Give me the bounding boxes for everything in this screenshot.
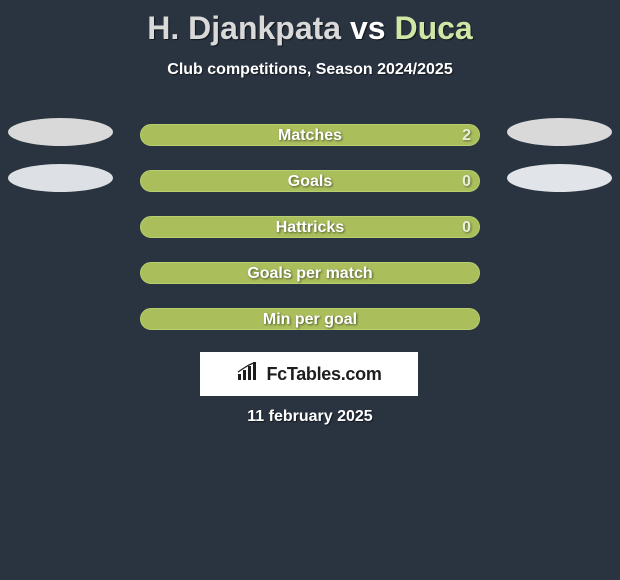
stat-bar: Hattricks 0 <box>140 216 480 238</box>
stat-row-hattricks: Hattricks 0 <box>0 210 620 256</box>
stat-row-goals: Goals 0 <box>0 164 620 210</box>
brand-logo-box: FcTables.com <box>200 352 418 396</box>
stat-label: Min per goal <box>141 311 479 329</box>
left-disc-icon <box>8 118 113 146</box>
left-disc-icon <box>8 164 113 192</box>
subtitle: Club competitions, Season 2024/2025 <box>0 61 620 79</box>
comparison-card: H. Djankpata vs Duca Club competitions, … <box>0 0 620 580</box>
chart-icon <box>236 362 260 387</box>
stat-row-min-per-goal: Min per goal <box>0 302 620 348</box>
player2-name: Duca <box>394 10 472 46</box>
right-disc-icon <box>507 118 612 146</box>
stat-label: Goals <box>141 173 479 191</box>
page-title: H. Djankpata vs Duca <box>0 0 620 47</box>
stat-value-right: 2 <box>462 127 471 145</box>
stat-bar: Goals per match <box>140 262 480 284</box>
stat-bar: Matches 2 <box>140 124 480 146</box>
brand-name: FcTables.com <box>266 364 381 385</box>
stat-value-right: 0 <box>462 173 471 191</box>
vs-text: vs <box>350 10 386 46</box>
stat-label: Hattricks <box>141 219 479 237</box>
stat-bar: Goals 0 <box>140 170 480 192</box>
date-label: 11 february 2025 <box>0 408 620 426</box>
stat-row-goals-per-match: Goals per match <box>0 256 620 302</box>
stat-bar: Min per goal <box>140 308 480 330</box>
stat-label: Goals per match <box>141 265 479 283</box>
stat-row-matches: Matches 2 <box>0 118 620 164</box>
stat-value-right: 0 <box>462 219 471 237</box>
stat-label: Matches <box>141 127 479 145</box>
player1-name: H. Djankpata <box>147 10 341 46</box>
right-disc-icon <box>507 164 612 192</box>
stat-bars: Matches 2 Goals 0 Hattricks 0 Goals per … <box>0 118 620 348</box>
